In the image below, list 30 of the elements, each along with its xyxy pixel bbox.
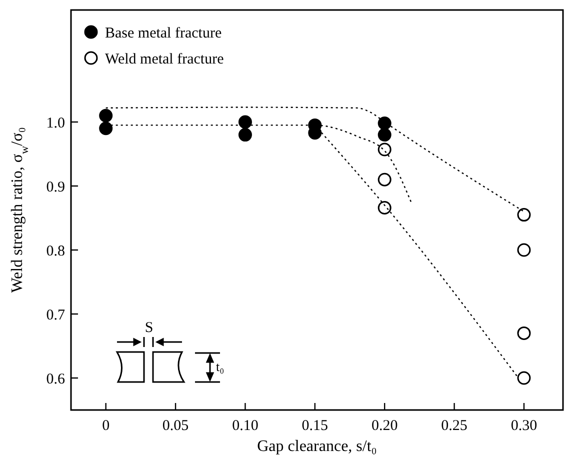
x-tick-label: 0.25 (441, 418, 468, 434)
point (517, 326, 531, 340)
point (517, 208, 531, 222)
point (517, 371, 531, 385)
point (378, 172, 392, 186)
x-tick-label: 0.15 (302, 418, 328, 434)
point (99, 108, 113, 122)
y-tick-label: 0.7 (46, 307, 66, 324)
y-tick-label: 0.9 (46, 179, 65, 196)
annotation: S (144, 320, 154, 336)
x-tick-label: 0.20 (371, 418, 398, 434)
x-tick-label: 0 (102, 418, 110, 434)
annotation: t₀ (216, 359, 224, 374)
x-axis-title: Gap clearance, s/t₀ (257, 438, 377, 455)
point (378, 142, 392, 156)
y-tick-label: 1.0 (46, 115, 65, 132)
point (238, 115, 252, 129)
point (99, 122, 113, 136)
x-tick-label: 0.10 (232, 418, 258, 434)
point (517, 243, 531, 257)
y-tick-label: 0.8 (46, 243, 65, 260)
x-tick-label: 0.05 (162, 418, 189, 434)
y-tick-label: 0.6 (46, 371, 66, 388)
point (238, 128, 252, 142)
point (378, 128, 392, 142)
point (378, 116, 392, 130)
legend-label: Base metal fracture (105, 25, 222, 42)
point (378, 201, 392, 215)
x-tick-label: 0.30 (510, 418, 538, 434)
legend-label: Weld metal fracture (105, 51, 224, 68)
